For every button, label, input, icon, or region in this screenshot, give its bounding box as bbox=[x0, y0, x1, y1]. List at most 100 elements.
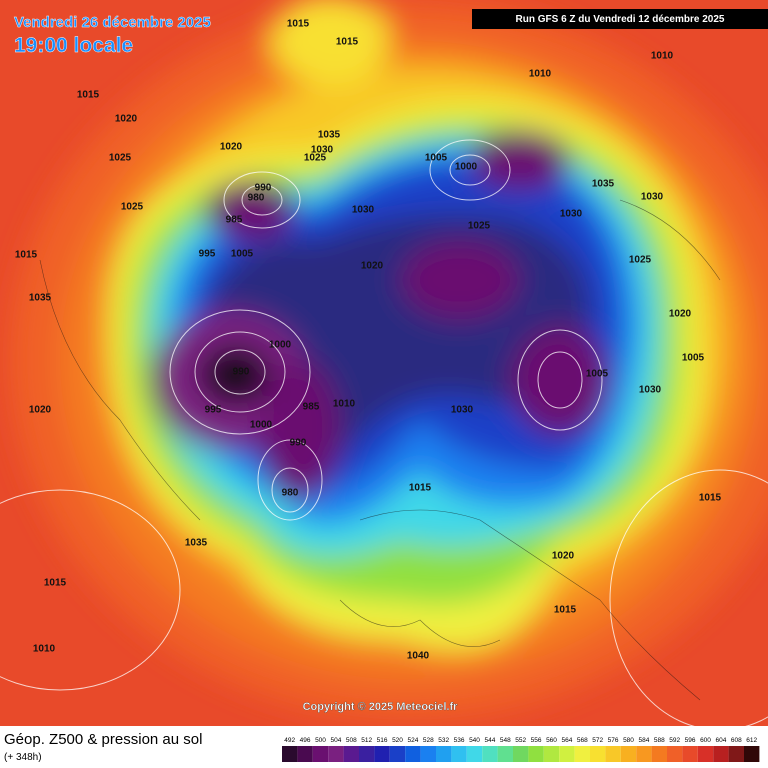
isobar-label: 1015 bbox=[699, 493, 722, 504]
isobar-label: 1010 bbox=[33, 644, 56, 655]
scale-swatch bbox=[282, 746, 298, 762]
isobar-label: 1030 bbox=[641, 192, 664, 203]
isobar-label: 1015 bbox=[336, 37, 359, 48]
isobar-label: 990 bbox=[290, 438, 307, 449]
scale-swatch bbox=[559, 746, 575, 762]
coastlines bbox=[39, 199, 721, 701]
scale-swatch bbox=[543, 746, 560, 762]
scale-label: 496 bbox=[300, 737, 311, 744]
scale-swatch bbox=[405, 746, 421, 762]
isobar-label: 1015 bbox=[554, 605, 577, 616]
scale-label: 500 bbox=[315, 737, 326, 744]
isobar-label: 1030 bbox=[451, 405, 474, 416]
footer-title: Géop. Z500 & pression au sol bbox=[4, 731, 202, 748]
isobar-label: 1030 bbox=[639, 385, 662, 396]
scale-swatch bbox=[667, 746, 683, 762]
isobar-label: 1025 bbox=[468, 221, 491, 232]
scale-swatch bbox=[420, 746, 436, 762]
isobar-label: 1010 bbox=[529, 69, 552, 80]
copyright: Copyright © 2025 Meteociel.fr bbox=[303, 701, 459, 713]
isobar-label: 1030 bbox=[311, 145, 334, 156]
isobar-label: 1015 bbox=[44, 578, 67, 589]
isobar-label: 1035 bbox=[185, 538, 208, 549]
isobar-label: 980 bbox=[248, 193, 265, 204]
isobar-label: 1020 bbox=[115, 114, 138, 125]
scale-swatch bbox=[636, 746, 652, 762]
isobar-label: 1020 bbox=[220, 142, 243, 153]
scale-label: 592 bbox=[669, 737, 680, 744]
run-label: Run GFS 6 Z du Vendredi 12 décembre 2025 bbox=[516, 14, 725, 25]
scale-swatch bbox=[436, 746, 452, 762]
scale-swatch bbox=[374, 746, 390, 762]
scale-swatch bbox=[482, 746, 498, 762]
isobar-label: 1040 bbox=[407, 651, 430, 662]
isobar-label: 1025 bbox=[109, 153, 132, 164]
scale-swatch bbox=[389, 746, 406, 762]
scale-label: 508 bbox=[346, 737, 357, 744]
scale-label: 516 bbox=[377, 737, 388, 744]
scale-swatch bbox=[328, 746, 344, 762]
scale-label: 552 bbox=[515, 737, 526, 744]
scale-swatch bbox=[343, 746, 359, 762]
isobar-label: 1035 bbox=[592, 179, 615, 190]
isobar-label: 1035 bbox=[318, 130, 341, 141]
footer-lead: (+ 348h) bbox=[4, 752, 42, 763]
scale-swatch bbox=[605, 746, 621, 762]
isobar-label: 1015 bbox=[15, 250, 38, 261]
isobar-label: 1005 bbox=[586, 369, 609, 380]
scale-label: 520 bbox=[392, 737, 403, 744]
isobar-label: 1010 bbox=[333, 399, 356, 410]
isobar-label: 1015 bbox=[287, 19, 310, 30]
z500-field bbox=[0, 0, 768, 726]
isobar-label: 980 bbox=[282, 488, 299, 499]
isobar-label: 1030 bbox=[560, 209, 583, 220]
scale-label: 612 bbox=[746, 737, 757, 744]
scale-label: 504 bbox=[330, 737, 341, 744]
isobar-label: 1005 bbox=[231, 249, 254, 260]
isobar-label: 1020 bbox=[361, 261, 384, 272]
isobar-label: 1005 bbox=[425, 153, 448, 164]
isobar-label: 1020 bbox=[669, 309, 692, 320]
scale-label: 532 bbox=[438, 737, 449, 744]
scale-swatch bbox=[744, 746, 760, 762]
isobar-label: 1025 bbox=[629, 255, 652, 266]
scale-swatch bbox=[697, 746, 714, 762]
scale-label: 528 bbox=[423, 737, 434, 744]
time-label: 19:00 locale bbox=[14, 34, 133, 57]
scale-label: 544 bbox=[484, 737, 495, 744]
scale-label: 608 bbox=[731, 737, 742, 744]
scale-label: 584 bbox=[638, 737, 649, 744]
scale-label: 604 bbox=[715, 737, 726, 744]
scale-label: 588 bbox=[654, 737, 665, 744]
isobar-label: 990 bbox=[255, 183, 272, 194]
isobar-label: 1020 bbox=[552, 551, 575, 562]
isobar-label: 1025 bbox=[121, 202, 144, 213]
scale-swatch bbox=[528, 746, 544, 762]
scale-label: 580 bbox=[623, 737, 634, 744]
scale-swatch bbox=[713, 746, 729, 762]
scale-label: 600 bbox=[700, 737, 711, 744]
scale-label: 560 bbox=[546, 737, 557, 744]
isobar-label: 1015 bbox=[409, 483, 432, 494]
scale-label: 512 bbox=[361, 737, 372, 744]
isobar-label: 1000 bbox=[269, 340, 292, 351]
scale-label: 492 bbox=[284, 737, 295, 744]
scale-label: 572 bbox=[592, 737, 603, 744]
scale-swatch bbox=[359, 746, 375, 762]
scale-swatch bbox=[590, 746, 606, 762]
scale-swatch bbox=[728, 746, 744, 762]
scale-swatch bbox=[620, 746, 637, 762]
scale-label: 536 bbox=[454, 737, 465, 744]
isobar-label: 1000 bbox=[250, 420, 273, 431]
scale-swatch bbox=[497, 746, 513, 762]
isobars bbox=[0, 139, 768, 731]
isobar-label: 1015 bbox=[77, 90, 100, 101]
color-scale: 492 496 500 504 508 512 516 520 524 528 532 536 540 5… bbox=[282, 737, 760, 762]
isobar-label: 985 bbox=[226, 215, 243, 226]
scale-swatch bbox=[451, 746, 467, 762]
isobar-label: 990 bbox=[233, 367, 250, 378]
scale-swatch bbox=[651, 746, 667, 762]
scale-label: 524 bbox=[407, 737, 418, 744]
isobar-label: 995 bbox=[205, 405, 222, 416]
